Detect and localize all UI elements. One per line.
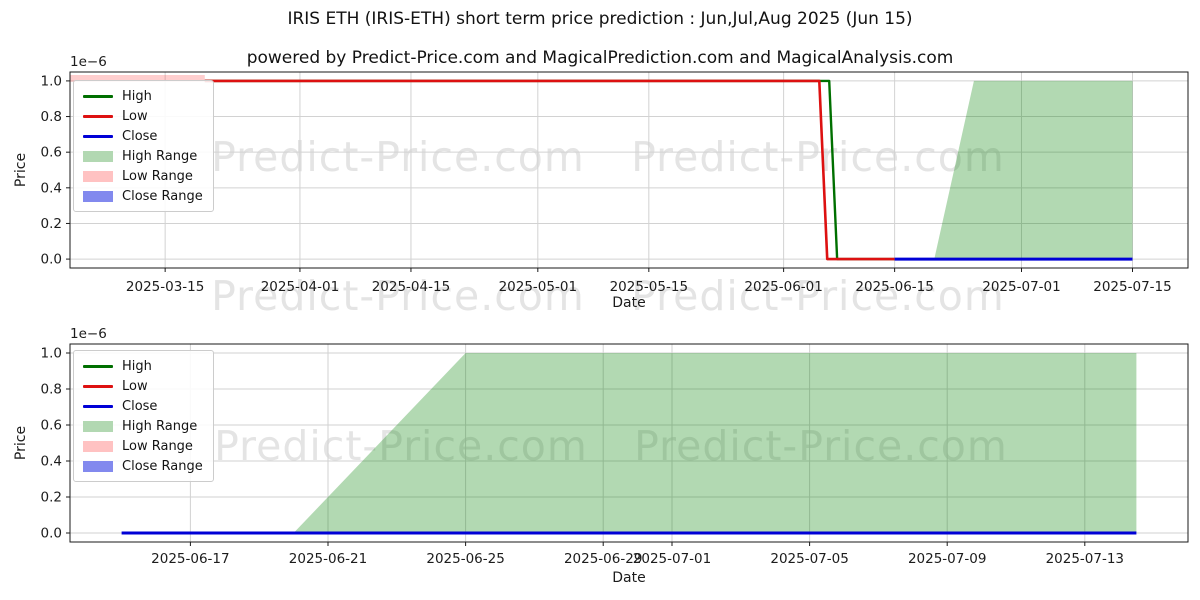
y-tick-label: 1.0 bbox=[41, 346, 62, 362]
y-tick-label: 0.4 bbox=[41, 454, 62, 470]
y-tick-label: 0.0 bbox=[41, 526, 62, 542]
legend-label: High Range bbox=[122, 418, 198, 434]
x-tick-label: 2025-03-15 bbox=[126, 279, 204, 295]
legend-item-low-range: Low Range bbox=[83, 166, 203, 186]
watermark-text: Predict-Price.com bbox=[211, 133, 585, 181]
legend-low-swatch bbox=[83, 384, 113, 388]
legend-label: Low bbox=[122, 108, 148, 124]
x-tick-label: 2025-07-15 bbox=[1093, 279, 1171, 295]
x-tick-label: 2025-06-15 bbox=[855, 279, 933, 295]
bottom-chart: 2025-06-17 2025-06-21 2025-06-25 2025-06-29… bbox=[41, 326, 1189, 567]
legend-label: Close bbox=[122, 398, 158, 414]
legend-item-high: High bbox=[83, 356, 203, 376]
legend-high-range-swatch bbox=[83, 150, 113, 162]
legend-close-swatch bbox=[83, 404, 113, 408]
y-tick-label: 0.6 bbox=[41, 418, 62, 434]
legend-label: Close bbox=[122, 128, 158, 144]
legend-high-swatch bbox=[83, 364, 113, 368]
watermark-text: Predict-Price.com bbox=[214, 422, 588, 470]
x-tick-label: 2025-04-01 bbox=[261, 279, 339, 295]
legend-item-close-range: Close Range bbox=[83, 186, 203, 206]
low-line bbox=[204, 79, 895, 261]
chart-title: IRIS ETH (IRIS-ETH) short term price pre… bbox=[287, 9, 913, 29]
legend-close-range-swatch bbox=[83, 190, 113, 202]
x-tick-label: 2025-06-29 bbox=[564, 551, 642, 567]
watermark-text: Predict-Price.com bbox=[631, 133, 1005, 181]
watermark-text: Predict-Price.com bbox=[631, 272, 1005, 320]
legend-label: Low Range bbox=[122, 438, 193, 454]
chart-subtitle: powered by Predict-Price.com and Magical… bbox=[246, 48, 954, 68]
x-tick-label: 2025-05-01 bbox=[499, 279, 577, 295]
legend-close-range-swatch bbox=[83, 460, 113, 472]
legend-item-low: Low bbox=[83, 106, 203, 126]
legend-item-high-range: High Range bbox=[83, 146, 203, 166]
y-offset-label: 1e−6 bbox=[70, 54, 107, 70]
y-tick-label: 0.8 bbox=[41, 109, 62, 125]
legend-label: High bbox=[122, 88, 152, 104]
x-tick-label: 2025-07-09 bbox=[908, 551, 986, 567]
legend-low-range-swatch bbox=[83, 440, 113, 452]
y-tick-label: 0.6 bbox=[41, 145, 62, 161]
legend-label: Close Range bbox=[122, 188, 203, 204]
legend-label: High Range bbox=[122, 148, 198, 164]
legend-item-close-range: Close Range bbox=[83, 456, 203, 476]
plot-border bbox=[69, 343, 1189, 543]
y-tick-label: 0.4 bbox=[41, 180, 62, 196]
legend-item-low: Low bbox=[83, 376, 203, 396]
x-tick-label: 2025-07-05 bbox=[770, 551, 848, 567]
y-tick-label: 0.0 bbox=[41, 252, 62, 268]
y-tick-label: 1.0 bbox=[41, 73, 62, 89]
price-axis-label: Price bbox=[13, 425, 29, 461]
x-tick-label: 2025-07-01 bbox=[982, 279, 1060, 295]
legend-item-close: Close bbox=[83, 126, 203, 146]
x-tick-label: 2025-05-15 bbox=[610, 279, 688, 295]
x-tick-label: 2025-07-13 bbox=[1046, 551, 1124, 567]
y-offset-label: 1e−6 bbox=[70, 326, 107, 342]
high-line bbox=[204, 79, 895, 261]
x-tick-label: 2025-04-15 bbox=[372, 279, 450, 295]
legend-label: High bbox=[122, 358, 152, 374]
legend-item-high-range: High Range bbox=[83, 416, 203, 436]
legend-label: Low bbox=[122, 378, 148, 394]
high-range-area bbox=[293, 353, 1137, 533]
watermark-text: Predict-Price.com bbox=[634, 422, 1008, 470]
plot-border bbox=[69, 71, 1189, 269]
legend-label: Low Range bbox=[122, 168, 193, 184]
legend-item-high: High bbox=[83, 86, 203, 106]
legend-low-swatch bbox=[83, 114, 113, 118]
y-tick-label: 0.2 bbox=[41, 490, 62, 506]
legend-high-range-swatch bbox=[83, 420, 113, 432]
bottom-chart-legend: High Low Close High Range Low Range Close Ran… bbox=[73, 350, 214, 482]
top-chart-legend: High Low Close High Range Low Range Close Ran… bbox=[73, 80, 214, 212]
watermark-text: Predict-Price.com bbox=[211, 272, 585, 320]
date-axis-label: Date bbox=[612, 295, 646, 311]
x-tick-label: 2025-06-25 bbox=[426, 551, 504, 567]
date-axis-label: Date bbox=[612, 570, 646, 586]
price-axis-label: Price bbox=[13, 152, 29, 188]
legend-item-low-range: Low Range bbox=[83, 436, 203, 456]
legend-label: Close Range bbox=[122, 458, 203, 474]
legend-high-swatch bbox=[83, 94, 113, 98]
y-tick-label: 0.2 bbox=[41, 216, 62, 232]
x-tick-label: 2025-06-17 bbox=[151, 551, 229, 567]
high-range-area bbox=[934, 80, 1133, 260]
x-tick-label: 2025-06-01 bbox=[744, 279, 822, 295]
legend-close-swatch bbox=[83, 134, 113, 138]
x-tick-label: 2025-06-21 bbox=[289, 551, 367, 567]
legend-low-range-swatch bbox=[83, 170, 113, 182]
y-tick-label: 0.8 bbox=[41, 382, 62, 398]
legend-item-close: Close bbox=[83, 396, 203, 416]
x-tick-label: 2025-07-01 bbox=[633, 551, 711, 567]
